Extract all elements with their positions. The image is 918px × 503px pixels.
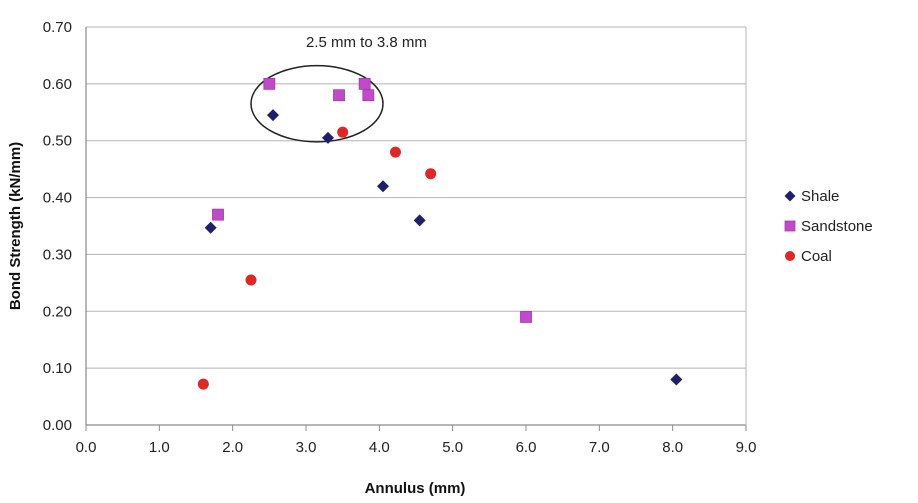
x-tick-label: 8.0 <box>662 439 683 456</box>
legend-label-sandstone: Sandstone <box>801 218 873 235</box>
x-tick-label: 5.0 <box>442 439 463 456</box>
annotation-text: 2.5 mm to 3.8 mm <box>306 34 427 51</box>
sandstone-point <box>263 77 276 90</box>
y-tick-label: 0.70 <box>43 19 72 36</box>
shale-point <box>413 214 426 227</box>
shale-point <box>670 373 683 386</box>
shale-point <box>267 109 279 122</box>
x-tick-label: 0.0 <box>76 439 97 456</box>
axes <box>85 27 747 431</box>
y-tick-label: 0.00 <box>43 417 72 434</box>
x-tick-label: 1.0 <box>149 439 170 456</box>
coal-point <box>197 378 209 390</box>
y-tick-label: 0.40 <box>43 190 72 207</box>
x-tick-label: 3.0 <box>296 439 317 456</box>
sandstone-point <box>362 89 375 102</box>
legend: Shale Sandstone Coal <box>784 188 873 265</box>
shale-point <box>377 180 389 193</box>
annotation: 2.5 mm to 3.8 mm <box>250 34 427 143</box>
legend-label-shale: Shale <box>801 188 839 205</box>
legend-marker-shale <box>784 190 796 202</box>
coal-point <box>337 126 349 138</box>
legend-marker-coal <box>785 251 795 261</box>
tick-labels: 0.00 0.10 0.20 0.30 0.40 0.50 0.60 0.70 0.0 1.0 2.… <box>43 19 757 456</box>
x-axis-label: Annulus (mm) <box>365 480 466 497</box>
y-tick-label: 0.30 <box>43 246 72 263</box>
coal-point <box>425 168 437 180</box>
x-tick-label: 9.0 <box>736 439 757 456</box>
y-tick-label: 0.50 <box>43 133 72 150</box>
y-tick-label: 0.20 <box>43 303 72 320</box>
legend-label-coal: Coal <box>801 248 832 265</box>
sandstone-point <box>333 89 345 102</box>
legend-marker-sandstone <box>784 220 796 232</box>
y-tick-label: 0.60 <box>43 76 72 93</box>
data-points <box>197 77 683 390</box>
y-axis-label: Bond Strength (kN/mm) <box>7 142 24 310</box>
x-tick-label: 6.0 <box>516 439 537 456</box>
x-tick-label: 4.0 <box>369 439 390 456</box>
annotation-ellipse <box>250 64 384 143</box>
coal-point <box>389 146 401 158</box>
shale-point <box>322 131 334 144</box>
x-tick-label: 7.0 <box>589 439 610 456</box>
x-tick-label: 2.0 <box>222 439 243 456</box>
sandstone-point <box>358 77 371 90</box>
shale-point <box>204 221 217 234</box>
y-tick-label: 0.10 <box>43 360 72 377</box>
sandstone-point <box>520 311 532 323</box>
sandstone-point <box>212 208 224 221</box>
coal-point <box>245 274 257 286</box>
grid <box>86 26 746 369</box>
